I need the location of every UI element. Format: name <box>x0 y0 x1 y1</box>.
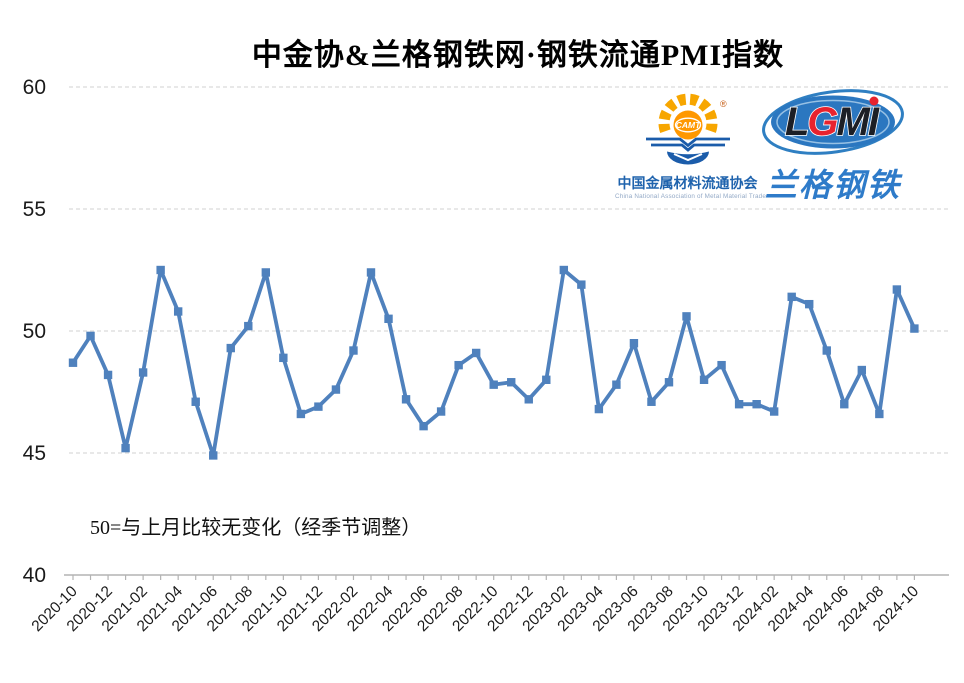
camt-sun-rays <box>658 93 717 134</box>
data-point-marker <box>103 370 113 380</box>
y-axis-label: 60 <box>23 76 46 99</box>
data-point-marker <box>366 268 376 277</box>
data-point-marker <box>769 407 779 416</box>
data-point-marker <box>805 299 814 309</box>
baseline-note: 50=与上月比较无变化（经季节调整） <box>90 517 422 539</box>
data-point-marker <box>209 451 218 460</box>
data-point-marker <box>279 353 288 363</box>
camt-logo-mark: CAMT ® <box>645 93 730 165</box>
data-point-marker <box>559 265 569 275</box>
lgmi-logo-mark: LGMI <box>762 89 904 155</box>
camt-wave-line-2 <box>650 143 725 152</box>
data-point-marker <box>875 409 884 419</box>
data-point-marker <box>489 380 498 389</box>
data-point-marker <box>787 292 796 302</box>
data-point-marker <box>419 421 428 431</box>
data-point-marker <box>173 307 183 316</box>
data-point-marker <box>191 397 200 406</box>
y-axis-label: 45 <box>23 442 46 465</box>
lgmi-name-cn: 兰格钢铁 <box>764 167 901 203</box>
lgmi-body-ellipse <box>771 95 895 149</box>
y-axis-label: 50 <box>23 320 46 343</box>
data-point-marker <box>524 395 533 404</box>
lgmi-logo: LGMI 兰格钢铁 <box>757 88 909 206</box>
chart-title: 中金协&兰格钢铁网·钢铁流通PMI指数 <box>251 39 785 72</box>
lgmi-orbit-ring <box>762 89 904 155</box>
data-point-marker <box>594 404 604 414</box>
camt-bowl-notch <box>673 153 702 162</box>
data-point-marker <box>226 343 235 353</box>
data-point-marker <box>86 331 95 341</box>
camt-name-cn: 中国金属材料流通协会 <box>617 175 758 191</box>
data-point-marker <box>612 380 621 389</box>
data-point-marker <box>857 365 867 375</box>
data-point-marker <box>682 312 691 321</box>
camt-acronym: CAMT <box>675 120 700 130</box>
data-point-marker <box>699 375 709 384</box>
data-point-marker <box>261 268 271 277</box>
data-point-marker <box>121 443 130 453</box>
lgmi-letter-m: M <box>837 100 872 144</box>
camt-ellipse-ring <box>674 117 701 133</box>
camt-logo: CAMT ® 中国金属材料流通协会 China National Associa… <box>615 92 767 200</box>
data-point-marker <box>507 378 516 387</box>
camt-bowl-shape <box>666 151 709 165</box>
data-point-marker <box>454 360 463 370</box>
data-point-marker <box>349 346 358 355</box>
data-point-marker <box>542 375 551 384</box>
y-axis-label: 55 <box>23 198 46 221</box>
data-point-marker <box>384 314 393 323</box>
data-point-marker <box>314 402 323 411</box>
data-point-marker <box>436 407 446 416</box>
camt-sun-disc <box>673 110 702 140</box>
data-point-marker <box>647 397 656 406</box>
camt-wave-line-1 <box>645 137 730 148</box>
lgmi-letter-g: G <box>807 100 837 144</box>
data-point-marker <box>717 360 726 370</box>
data-point-marker <box>401 395 411 404</box>
data-point-marker <box>68 358 78 367</box>
data-point-marker <box>577 280 586 289</box>
data-point-marker <box>296 409 306 419</box>
lgmi-inner-ring <box>776 99 890 145</box>
data-point-marker <box>752 400 761 409</box>
registered-mark-icon: ® <box>720 99 727 109</box>
y-axis-label: 40 <box>23 564 46 587</box>
data-point-marker <box>629 339 639 348</box>
data-point-marker <box>822 346 831 355</box>
data-point-marker <box>156 265 165 275</box>
data-point-marker <box>244 321 253 331</box>
lgmi-acronym: LGMI <box>785 100 880 144</box>
data-point-marker <box>138 368 148 377</box>
lgmi-letter-l: L <box>785 100 808 144</box>
data-point-marker <box>664 378 674 387</box>
data-point-marker <box>840 400 849 409</box>
lgmi-i-dot <box>869 96 879 106</box>
data-point-marker <box>734 400 744 409</box>
data-point-marker <box>331 385 341 394</box>
data-point-marker <box>471 348 481 358</box>
data-point-marker <box>910 324 919 333</box>
data-point-marker <box>892 285 902 294</box>
camt-name-en: China National Association of Metal Mate… <box>615 193 767 200</box>
